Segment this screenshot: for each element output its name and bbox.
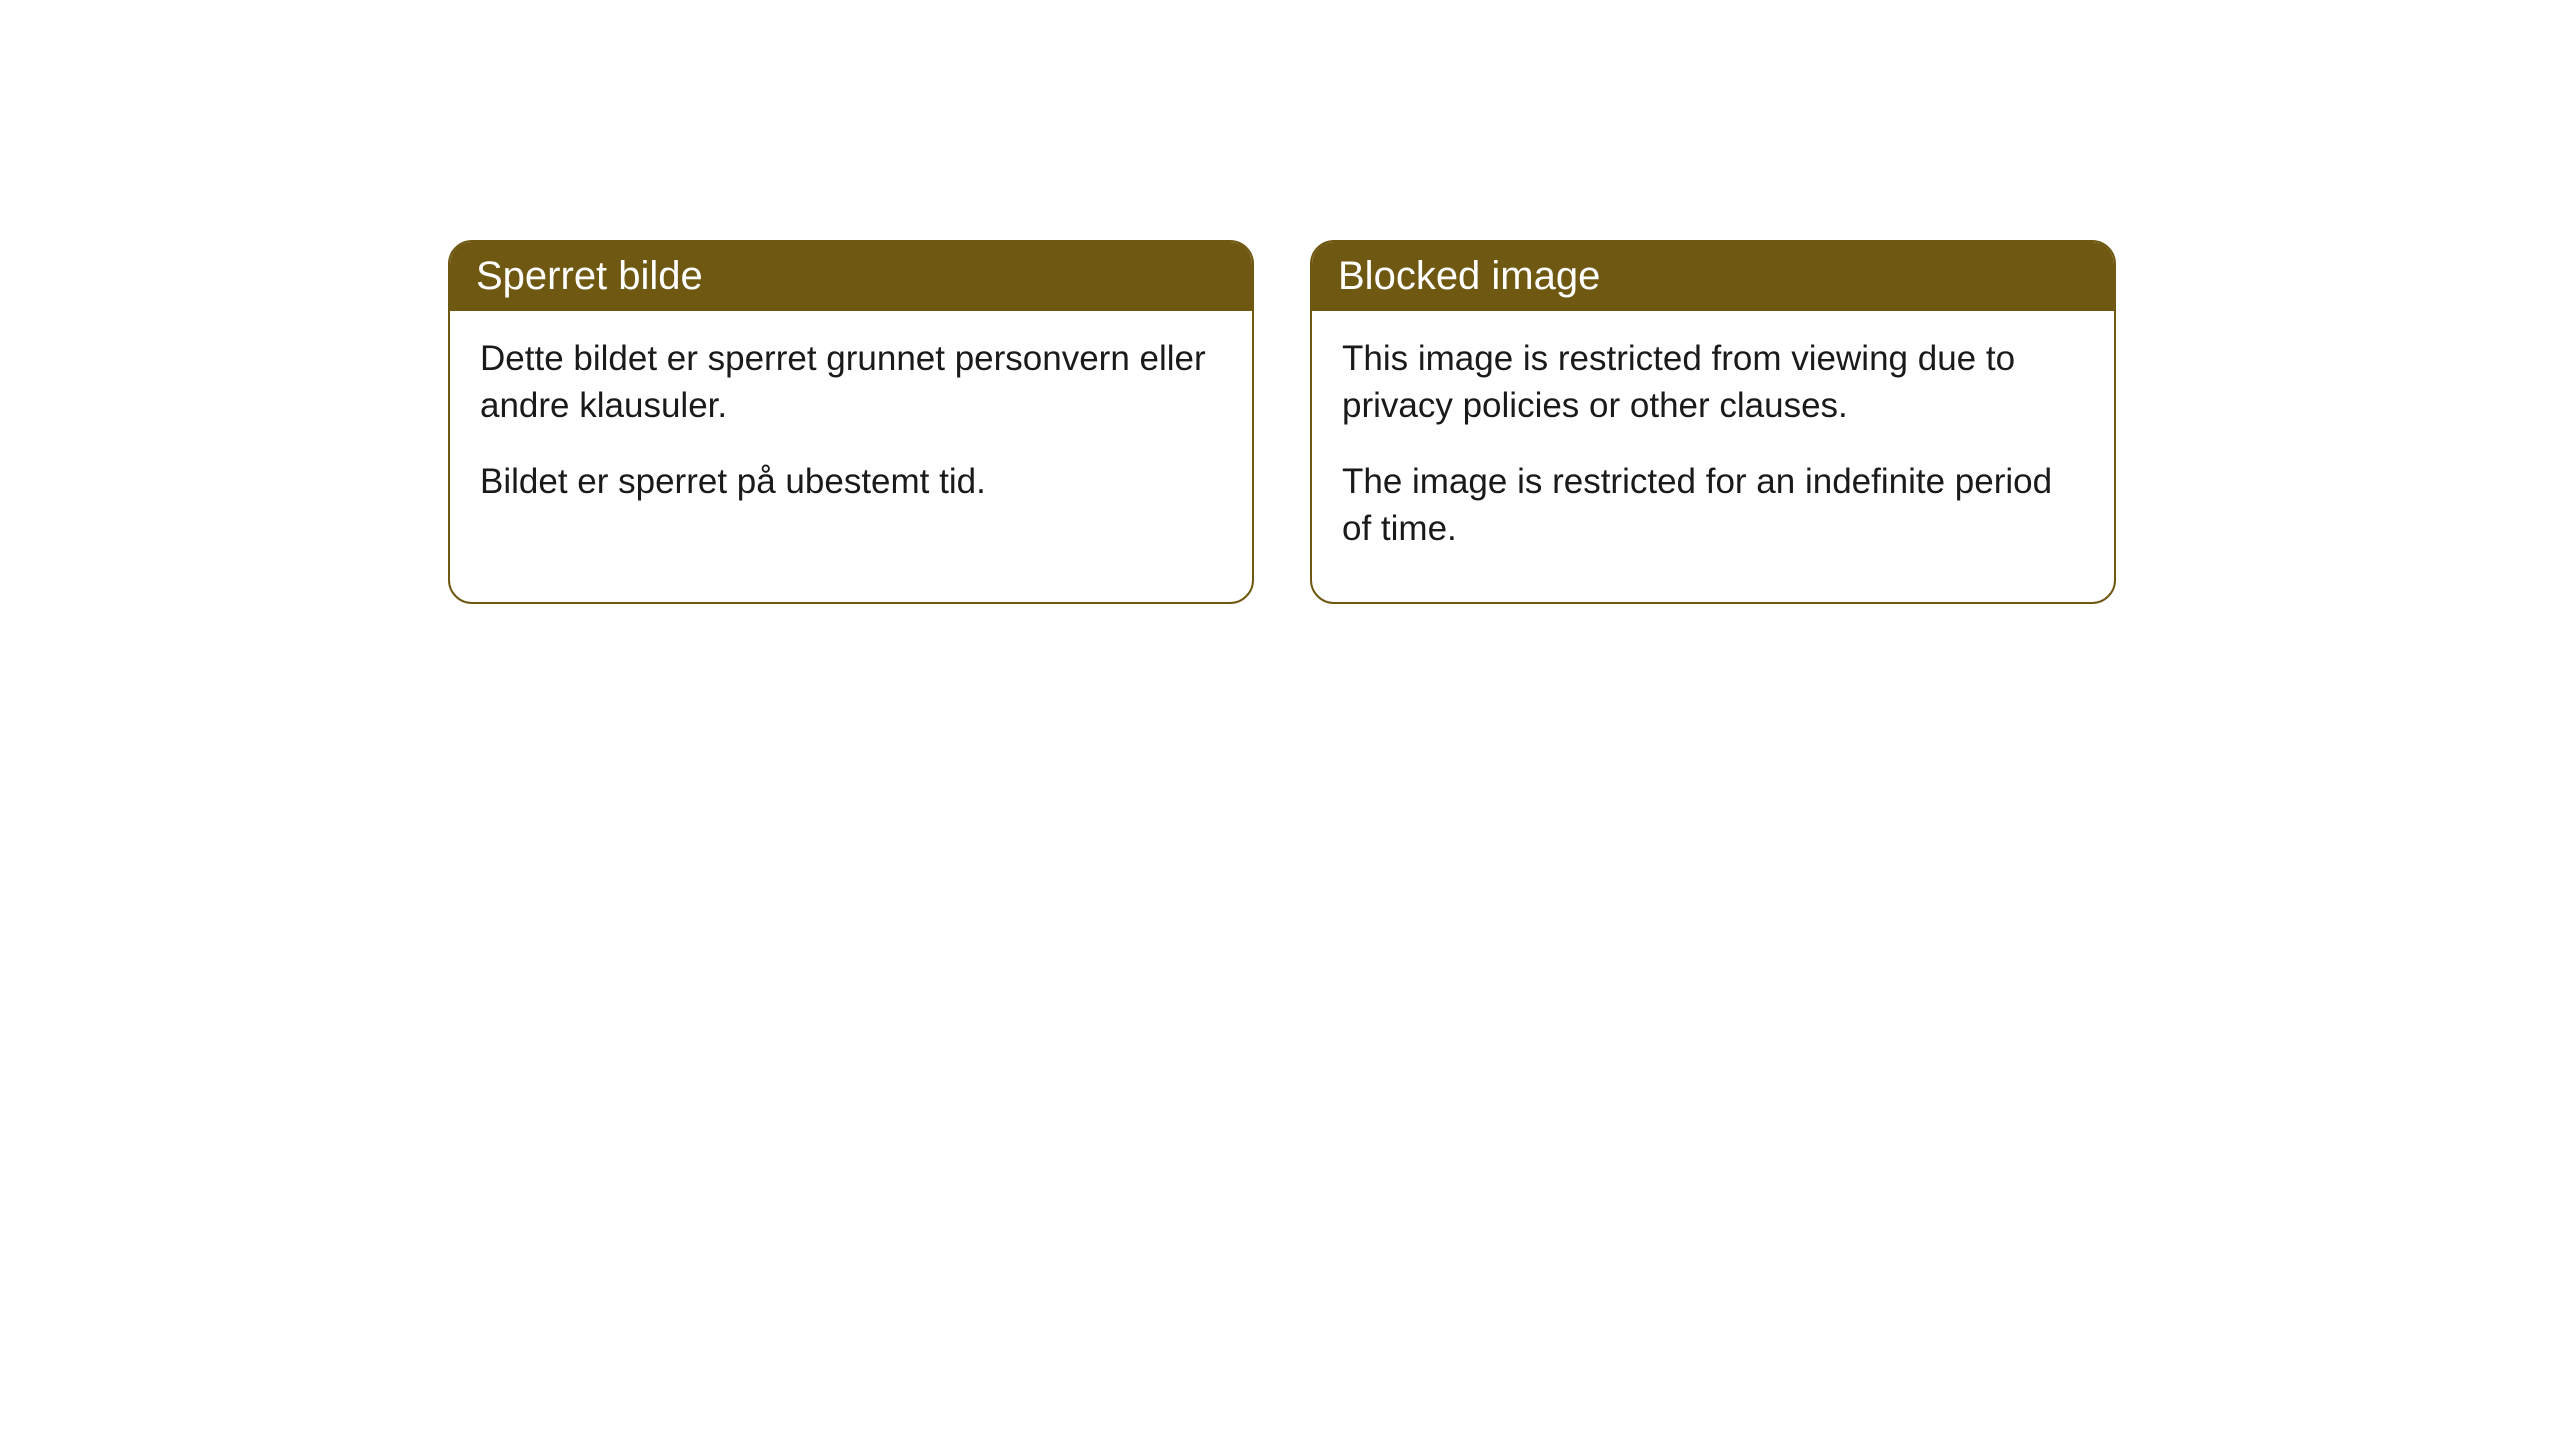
card-body: Dette bildet er sperret grunnet personve… [450,311,1252,555]
card-paragraph: Bildet er sperret på ubestemt tid. [480,458,1222,505]
notice-card-norwegian: Sperret bilde Dette bildet er sperret gr… [448,240,1254,604]
card-paragraph: Dette bildet er sperret grunnet personve… [480,335,1222,430]
notice-card-english: Blocked image This image is restricted f… [1310,240,2116,604]
card-title: Blocked image [1338,254,1600,298]
card-paragraph: The image is restricted for an indefinit… [1342,458,2084,553]
card-paragraph: This image is restricted from viewing du… [1342,335,2084,430]
notice-cards-container: Sperret bilde Dette bildet er sperret gr… [448,240,2560,604]
card-header: Sperret bilde [450,242,1252,311]
card-title: Sperret bilde [476,254,703,298]
card-body: This image is restricted from viewing du… [1312,311,2114,602]
card-header: Blocked image [1312,242,2114,311]
